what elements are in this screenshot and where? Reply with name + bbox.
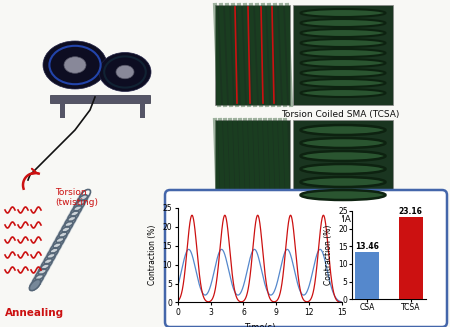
CSA <box>305 289 310 293</box>
CSA <box>334 298 340 301</box>
TCSA <box>339 301 345 304</box>
Bar <box>140 103 145 118</box>
CSA <box>251 248 256 252</box>
CSA <box>339 300 345 304</box>
Y-axis label: Contraction (%): Contraction (%) <box>148 225 157 285</box>
Ellipse shape <box>301 69 386 77</box>
FancyBboxPatch shape <box>9 4 206 136</box>
Text: Coiled SMA (CSA): Coiled SMA (CSA) <box>301 215 379 224</box>
Bar <box>356 252 379 299</box>
Text: Annealing: Annealing <box>5 308 64 318</box>
FancyBboxPatch shape <box>165 190 447 327</box>
Ellipse shape <box>301 79 386 87</box>
Ellipse shape <box>116 65 134 79</box>
CSA <box>335 298 340 301</box>
Bar <box>50 95 150 103</box>
Ellipse shape <box>301 29 386 37</box>
TCSA <box>251 241 256 245</box>
CSA <box>184 251 189 255</box>
Ellipse shape <box>301 177 386 187</box>
CSA <box>219 248 224 251</box>
TCSA <box>175 299 180 303</box>
Ellipse shape <box>301 89 386 97</box>
Ellipse shape <box>301 39 386 47</box>
X-axis label: Time(s): Time(s) <box>244 323 275 327</box>
Text: 23.16: 23.16 <box>399 207 423 216</box>
FancyBboxPatch shape <box>215 5 290 105</box>
Ellipse shape <box>301 49 386 57</box>
Text: Torsion
(twisting): Torsion (twisting) <box>55 188 98 207</box>
FancyBboxPatch shape <box>293 5 393 105</box>
FancyBboxPatch shape <box>215 120 290 210</box>
Ellipse shape <box>301 125 386 135</box>
Ellipse shape <box>301 190 386 200</box>
Bar <box>399 217 423 299</box>
TCSA <box>335 299 340 303</box>
Ellipse shape <box>99 53 151 92</box>
Ellipse shape <box>29 280 40 290</box>
FancyBboxPatch shape <box>293 120 393 210</box>
Ellipse shape <box>301 9 386 17</box>
CSA <box>255 253 261 257</box>
TCSA <box>334 299 340 303</box>
Text: Torsion Coiled SMA (TCSA): Torsion Coiled SMA (TCSA) <box>281 110 399 119</box>
Ellipse shape <box>301 138 386 148</box>
CSA <box>175 284 180 288</box>
Ellipse shape <box>301 164 386 174</box>
Ellipse shape <box>301 151 386 161</box>
TCSA <box>255 213 261 217</box>
Polygon shape <box>29 195 91 285</box>
Ellipse shape <box>301 19 386 27</box>
Line: CSA: CSA <box>178 250 342 302</box>
Bar <box>60 103 65 118</box>
Line: TCSA: TCSA <box>178 215 342 302</box>
TCSA <box>222 213 228 217</box>
Ellipse shape <box>43 41 107 89</box>
Y-axis label: Contraction (%): Contraction (%) <box>324 225 333 285</box>
Ellipse shape <box>64 57 86 73</box>
TCSA <box>305 300 310 304</box>
TCSA <box>184 257 189 261</box>
Text: 13.46: 13.46 <box>356 242 379 250</box>
Ellipse shape <box>301 59 386 67</box>
